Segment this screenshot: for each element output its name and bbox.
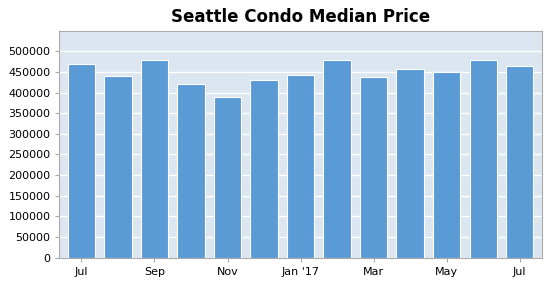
Bar: [287, 75, 314, 258]
Bar: [104, 76, 131, 258]
Bar: [141, 60, 168, 258]
Bar: [360, 77, 387, 258]
Bar: [177, 84, 205, 258]
Bar: [323, 60, 351, 258]
Bar: [506, 66, 534, 258]
Bar: [68, 64, 95, 258]
Bar: [397, 69, 424, 258]
Bar: [470, 60, 497, 258]
Bar: [214, 97, 241, 258]
Bar: [433, 72, 460, 258]
Bar: [250, 80, 278, 258]
Title: Seattle Condo Median Price: Seattle Condo Median Price: [171, 8, 430, 26]
